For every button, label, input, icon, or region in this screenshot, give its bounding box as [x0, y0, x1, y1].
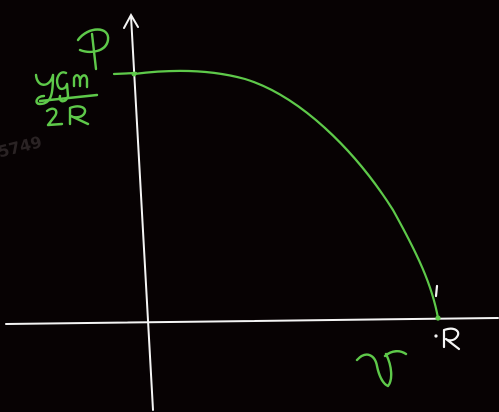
p-axis-arrowhead — [123, 12, 139, 29]
p-intercept-dot — [131, 71, 137, 77]
pressure-curve — [132, 69, 440, 320]
r-axis-label — [355, 350, 408, 388]
p-axis — [130, 15, 154, 411]
p-axis-label — [76, 28, 110, 71]
r-axis — [5, 317, 499, 325]
r-surface-label — [434, 284, 461, 351]
p-max-value-label — [34, 71, 99, 127]
